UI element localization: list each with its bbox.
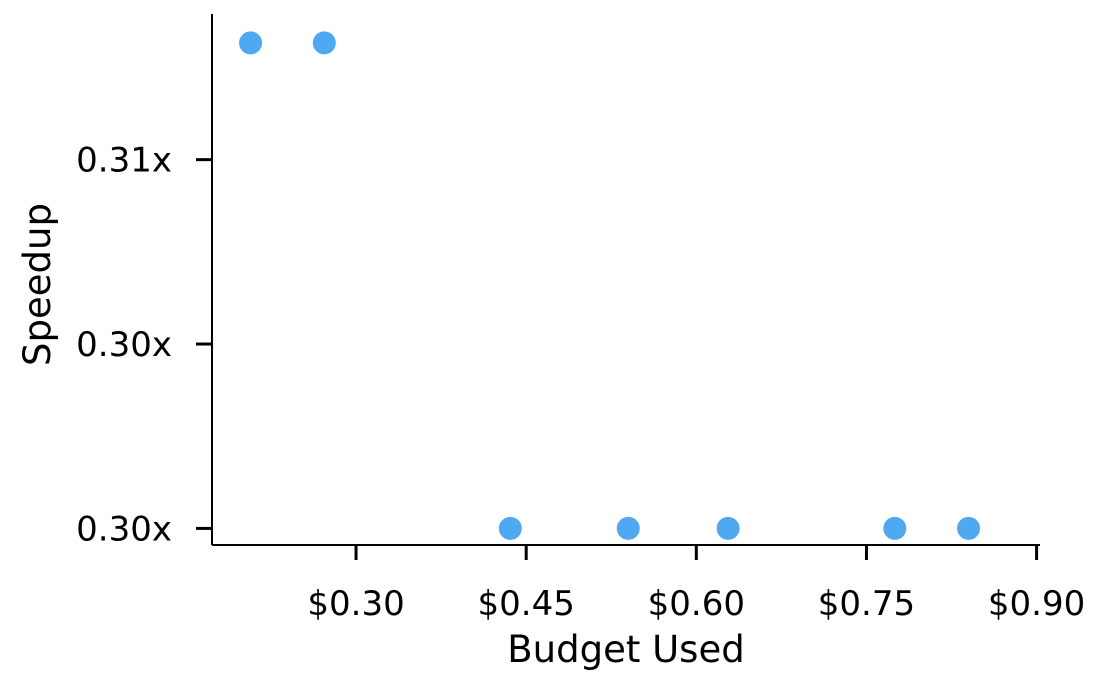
- data-point: [882, 515, 908, 541]
- y-tick-label: 0.31x: [76, 141, 172, 181]
- x-tick-label: $0.90: [988, 584, 1085, 624]
- data-point: [238, 30, 264, 56]
- x-tick-label: $0.45: [478, 584, 575, 624]
- x-axis-ticks: $0.30 $0.45 $0.60 $0.75 $0.90: [307, 545, 1085, 624]
- data-point: [715, 515, 741, 541]
- data-point: [497, 515, 523, 541]
- data-point: [311, 30, 337, 56]
- y-axis-title: Speedup: [16, 203, 59, 366]
- x-tick-label: $0.30: [307, 584, 404, 624]
- y-axis-ticks: 0.30x 0.30x 0.31x: [76, 141, 212, 549]
- x-axis-title: Budget Used: [507, 628, 744, 671]
- y-tick-label: 0.30x: [76, 509, 172, 549]
- y-tick-label: 0.30x: [76, 325, 172, 365]
- x-tick-label: $0.60: [648, 584, 745, 624]
- plot-area: [238, 30, 982, 541]
- data-point: [615, 515, 641, 541]
- data-point: [956, 515, 982, 541]
- x-tick-label: $0.75: [818, 584, 915, 624]
